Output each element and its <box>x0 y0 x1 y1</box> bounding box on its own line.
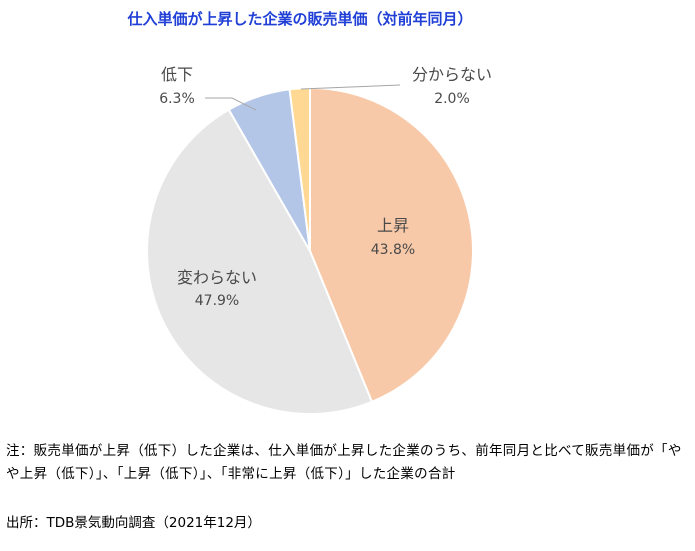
slice-label-unchanged: 変わらない <box>177 268 257 287</box>
slice-label-fall: 低下 <box>161 65 193 84</box>
leader-line-fall <box>205 97 257 111</box>
pie-slice-rise <box>309 86 474 404</box>
slice-value-unknown: 2.0% <box>434 91 470 107</box>
pie-slice-unchanged <box>146 108 374 415</box>
slice-value-rise: 43.8% <box>371 242 415 258</box>
pie-chart: 上昇 43.8% 変わらない 47.9% 低下 6.3% 分からない 2.0% <box>146 65 492 415</box>
leader-line-unknown <box>300 84 401 90</box>
chart-title: 仕入単価が上昇した企業の販売単価（対前年同月） <box>127 10 473 28</box>
slice-value-unchanged: 47.9% <box>195 293 239 309</box>
slice-label-rise: 上昇 <box>377 216 409 235</box>
footnote: 注：販売単価が上昇（低下）した企業は、仕入単価が上昇した企業のうち、前年同月と比… <box>6 443 682 482</box>
pie-slice-unknown <box>288 86 311 252</box>
slice-value-fall: 6.3% <box>159 91 195 107</box>
source-text: 出所：TDB景気動向調査（2021年12月） <box>6 515 261 531</box>
slice-label-unknown: 分からない <box>412 65 492 84</box>
